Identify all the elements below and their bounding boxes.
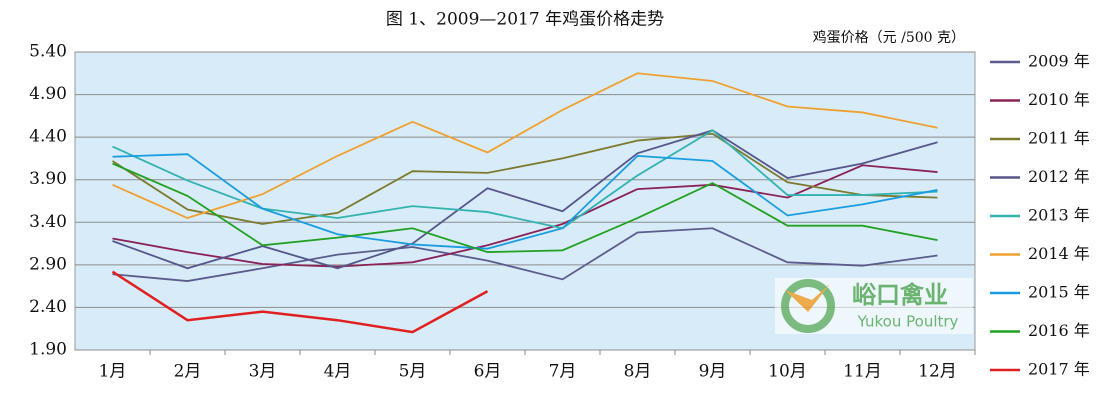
logo-check (785, 284, 830, 312)
series-line (111, 270, 489, 334)
x-tick-label: 8月 (624, 362, 652, 382)
legend-label: 2017 年 (1028, 360, 1090, 379)
series-line (112, 72, 938, 219)
x-tick-label: 10月 (768, 362, 807, 382)
y-tick-label: 5.40 (29, 42, 67, 62)
y-tick-label: 2.90 (29, 254, 67, 274)
y-axis-label: 鸡蛋价格（元 /500 克） (813, 29, 965, 46)
watermark-cn: 峪口禽业 (852, 281, 948, 309)
logo-ring (781, 279, 835, 333)
series-line (112, 129, 938, 230)
y-tick-label: 3.40 (29, 212, 67, 232)
legend-label: 2013 年 (1028, 206, 1090, 225)
x-tick-label: 1月 (99, 362, 127, 382)
x-tick-label: 3月 (249, 362, 277, 382)
y-tick-label: 4.40 (29, 127, 67, 147)
x-tick-label: 2月 (174, 362, 202, 382)
x-tick-label: 5月 (399, 362, 427, 382)
watermark-en: Yukou Poultry (857, 313, 959, 331)
series-line (112, 129, 938, 270)
x-tick-label: 12月 (918, 362, 957, 382)
y-tick-label: 2.40 (29, 297, 67, 317)
series-line (112, 164, 938, 268)
series-line (112, 162, 938, 253)
x-tick-label: 9月 (699, 362, 727, 382)
y-tick-label: 3.90 (29, 169, 67, 189)
legend-label: 2012 年 (1028, 167, 1090, 186)
x-tick-label: 6月 (474, 362, 502, 382)
x-tick-label: 11月 (843, 362, 882, 382)
legend-label: 2011 年 (1028, 129, 1090, 148)
legend-label: 2009 年 (1028, 52, 1090, 71)
legend-label: 2014 年 (1028, 244, 1090, 263)
watermark: 峪口禽业 Yukou Poultry (775, 278, 973, 334)
series-line (112, 227, 938, 282)
series-line (112, 132, 938, 225)
chart-title: 图 1、2009—2017 年鸡蛋价格走势 (386, 10, 664, 30)
legend-label: 2015 年 (1028, 283, 1090, 302)
x-tick-label: 4月 (324, 362, 352, 382)
legend-label: 2010 年 (1028, 90, 1090, 109)
series-line (112, 153, 938, 250)
legend-label: 2016 年 (1028, 321, 1090, 340)
y-tick-label: 1.90 (29, 340, 67, 360)
y-tick-label: 4.90 (29, 84, 67, 104)
x-tick-label: 7月 (549, 362, 577, 382)
